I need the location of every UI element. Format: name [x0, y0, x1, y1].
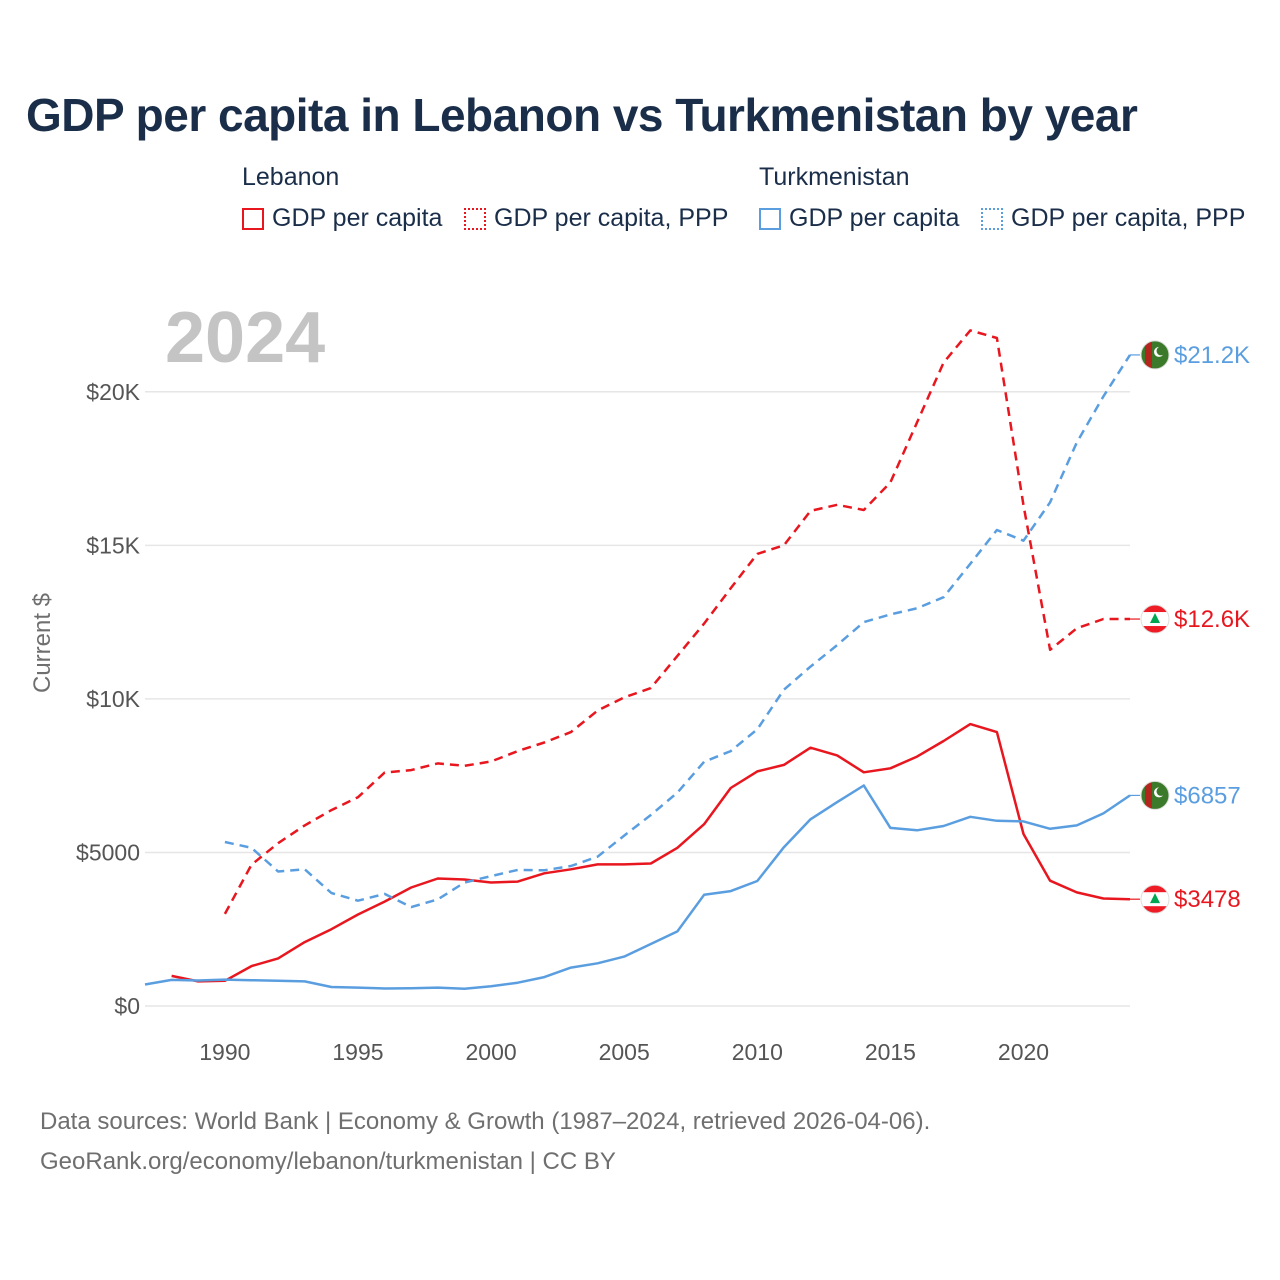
legend-group-lebanon: Lebanon — [242, 163, 340, 191]
y-tick-label: $5000 — [76, 839, 140, 865]
series-line-turkmenistan[interactable] — [144, 784, 1131, 991]
y-tick-label: $0 — [114, 993, 140, 1019]
x-tick-label: 2010 — [732, 1039, 783, 1065]
series-line-turkmenistan-ppp[interactable] — [224, 354, 1132, 909]
end-value-label: $12.6K — [1174, 606, 1250, 633]
legend-label: GDP per capita — [272, 204, 443, 232]
year-label: 2024 — [165, 298, 325, 378]
end-value-label: $21.2K — [1174, 342, 1250, 369]
y-axis-title: Current $ — [29, 593, 56, 693]
turkmenistan-flag-icon — [1140, 340, 1170, 370]
footer-sources: Data sources: World Bank | Economy & Gro… — [40, 1108, 931, 1135]
legend-label: GDP per capita, PPP — [494, 204, 729, 232]
legend-swatch-solid-red — [242, 207, 264, 230]
y-tick-label: $20K — [86, 379, 140, 405]
legend-swatch-solid-blue — [759, 207, 781, 230]
end-value-label: $3478 — [1174, 886, 1241, 913]
x-tick-label: 2015 — [865, 1039, 916, 1065]
series-line-lebanon-ppp[interactable] — [223, 329, 1130, 915]
footer-link[interactable]: GeoRank.org/economy/lebanon/turkmenistan… — [40, 1148, 616, 1175]
legend-swatch-dotted-blue — [981, 207, 1003, 230]
y-tick-label: $10K — [86, 686, 140, 712]
x-tick-label: 2005 — [599, 1039, 650, 1065]
legend-swatch-dotted-red — [464, 207, 486, 230]
turkmenistan-flag-icon — [1140, 780, 1170, 810]
legend-label: GDP per capita, PPP — [1011, 204, 1246, 232]
x-tick-label: 1995 — [332, 1039, 383, 1065]
legend-item-lebanon-gdp[interactable]: GDP per capita — [242, 204, 442, 233]
legend-item-turkmenistan-gdp-ppp[interactable]: GDP per capita, PPP — [981, 204, 1245, 233]
legend-group-turkmenistan: Turkmenistan — [759, 163, 910, 191]
legend-label: GDP per capita — [789, 204, 960, 232]
lebanon-flag-icon — [1140, 884, 1170, 914]
y-tick-label: $15K — [86, 532, 140, 558]
series-line-lebanon[interactable] — [171, 722, 1131, 983]
end-value-label: $6857 — [1174, 782, 1241, 809]
legend-item-turkmenistan-gdp[interactable]: GDP per capita — [759, 204, 959, 233]
x-tick-label: 2000 — [465, 1039, 516, 1065]
x-tick-label: 1990 — [199, 1039, 250, 1065]
chart-title: GDP per capita in Lebanon vs Turkmenista… — [26, 89, 1138, 141]
lebanon-flag-icon — [1140, 604, 1170, 634]
legend-item-lebanon-gdp-ppp[interactable]: GDP per capita, PPP — [464, 204, 728, 233]
x-tick-label: 2020 — [998, 1039, 1049, 1065]
